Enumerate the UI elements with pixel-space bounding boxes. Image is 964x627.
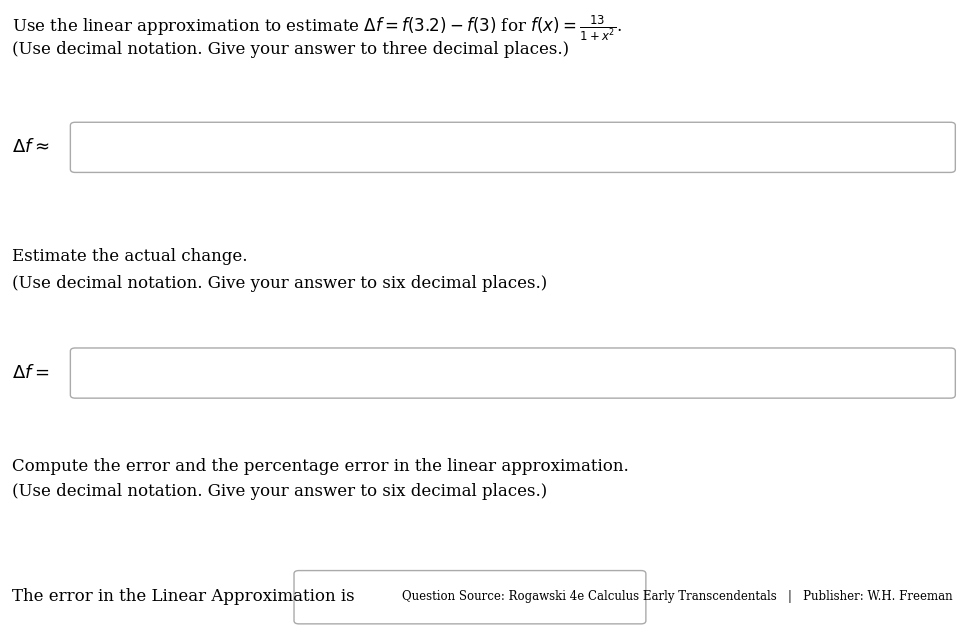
Text: $\Delta f =$: $\Delta f =$ [12, 364, 49, 382]
Text: Compute the error and the percentage error in the linear approximation.: Compute the error and the percentage err… [12, 458, 629, 475]
FancyBboxPatch shape [70, 348, 955, 398]
Text: Estimate the actual change.: Estimate the actual change. [12, 248, 247, 265]
Text: (Use decimal notation. Give your answer to six decimal places.): (Use decimal notation. Give your answer … [12, 275, 547, 292]
Text: $\Delta f \approx$: $\Delta f \approx$ [12, 139, 49, 156]
FancyBboxPatch shape [294, 571, 646, 624]
Text: (Use decimal notation. Give your answer to six decimal places.): (Use decimal notation. Give your answer … [12, 483, 547, 500]
Text: (Use decimal notation. Give your answer to three decimal places.): (Use decimal notation. Give your answer … [12, 41, 569, 58]
Text: Question Source: Rogawski 4e Calculus Early Transcendentals   |   Publisher: W.H: Question Source: Rogawski 4e Calculus Ea… [402, 591, 952, 603]
FancyBboxPatch shape [70, 122, 955, 172]
Text: Use the linear approximation to estimate $\Delta f = f(3.2) - f(3)$ for $f(x) = : Use the linear approximation to estimate… [12, 14, 622, 43]
Text: The error in the Linear Approximation is: The error in the Linear Approximation is [12, 588, 354, 606]
